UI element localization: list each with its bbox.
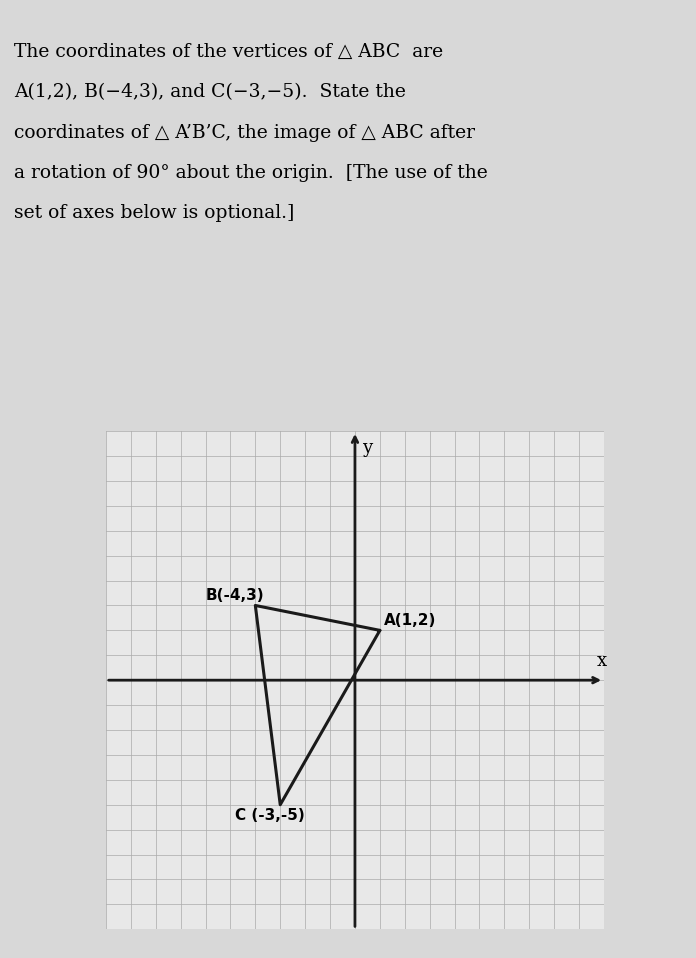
Text: A(1,2), B(−4,3), and C(−3,−5).  State the: A(1,2), B(−4,3), and C(−3,−5). State the	[14, 83, 406, 102]
Text: y: y	[363, 439, 372, 457]
Text: C (-3,-5): C (-3,-5)	[235, 808, 305, 823]
Text: set of axes below is optional.]: set of axes below is optional.]	[14, 204, 294, 222]
Text: coordinates of △ A’B’C, the image of △ ABC after: coordinates of △ A’B’C, the image of △ A…	[14, 124, 475, 142]
Text: B(-4,3): B(-4,3)	[205, 588, 264, 604]
Text: A(1,2): A(1,2)	[383, 613, 436, 628]
Text: The coordinates of the vertices of △ ABC  are: The coordinates of the vertices of △ ABC…	[14, 43, 443, 61]
Text: a rotation of 90° about the origin.  [The use of the: a rotation of 90° about the origin. [The…	[14, 164, 488, 182]
Text: x: x	[596, 652, 607, 671]
